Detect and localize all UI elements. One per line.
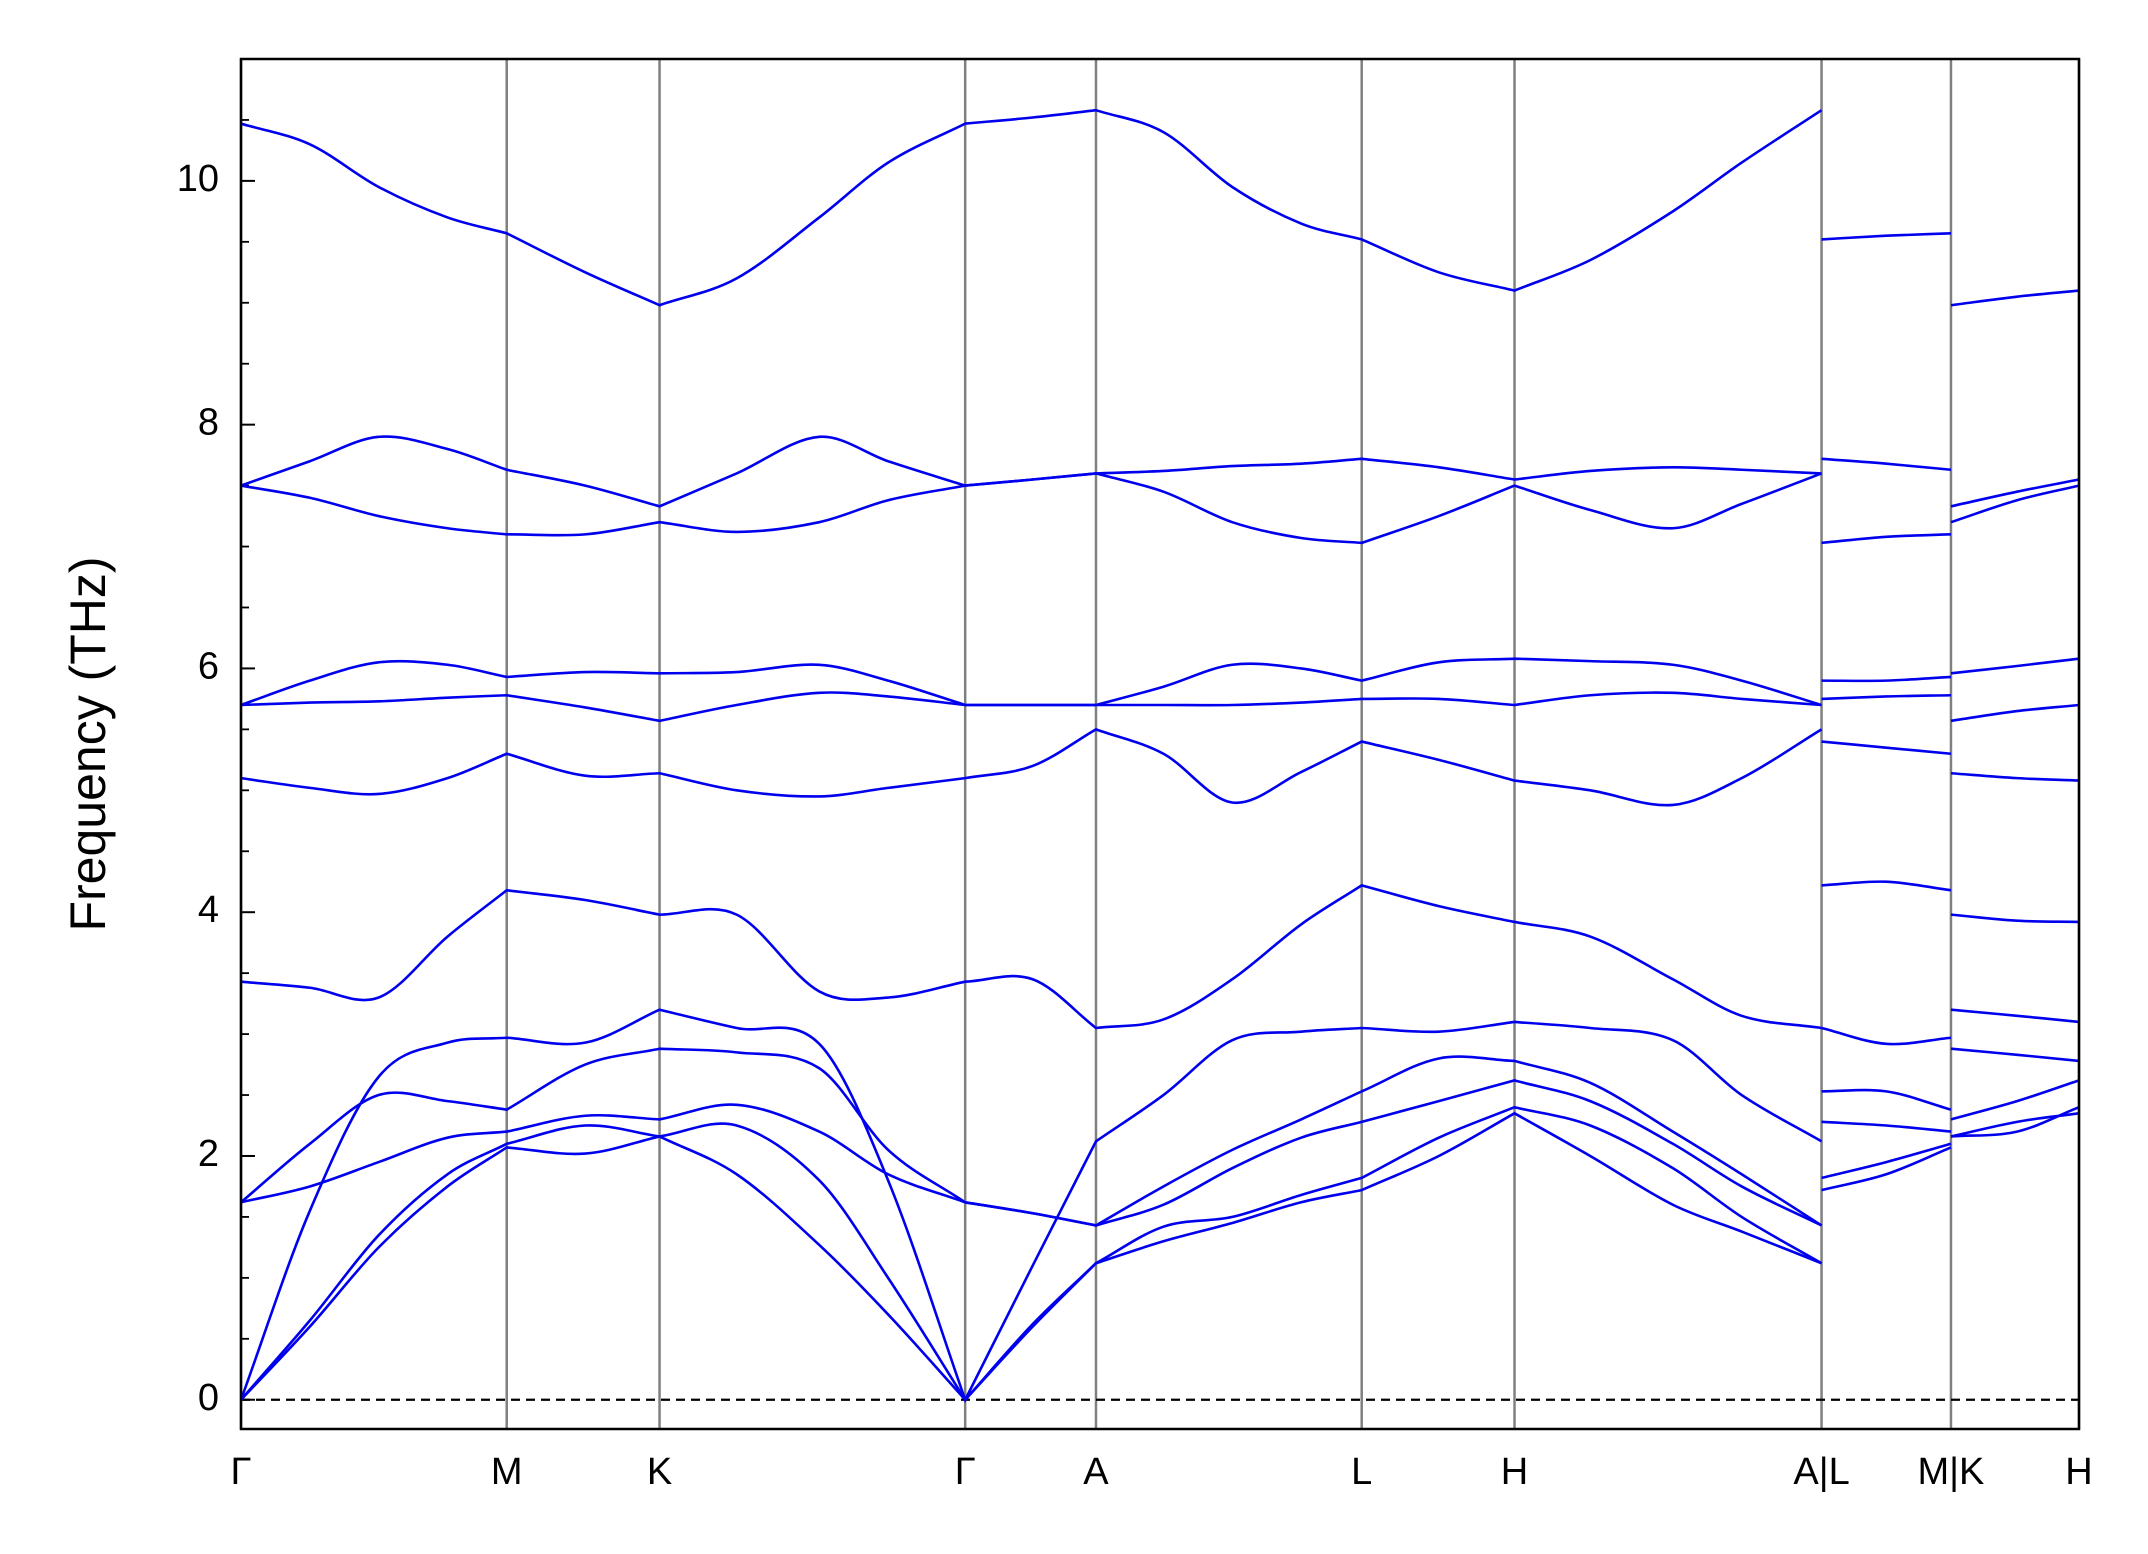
x-tick-label: Γ: [231, 1451, 252, 1493]
x-tick-label: A|L: [1793, 1451, 1849, 1493]
y-tick-label: 6: [198, 645, 219, 687]
x-tick-label: Γ: [955, 1451, 976, 1493]
band-line: [240, 1105, 2080, 1402]
band-line: [239, 1008, 2080, 1404]
y-tick-label: 10: [177, 158, 219, 200]
band-line: [240, 880, 2080, 1030]
band-line: [240, 1111, 2080, 1402]
y-tick-label: 8: [198, 402, 219, 444]
x-tick-label: M|K: [1918, 1451, 1985, 1493]
x-tick-label: H: [1501, 1451, 1528, 1493]
band-line: [240, 657, 2080, 707]
x-tick-label: H: [2065, 1451, 2092, 1493]
plot-frame: [239, 57, 2081, 1431]
band-line: [240, 472, 2080, 545]
y-tick-label: 0: [198, 1377, 219, 1419]
x-tick-label: A: [1083, 1451, 1109, 1493]
band-line: [240, 435, 2080, 508]
y-tick-label: 4: [198, 889, 219, 931]
x-tick-label: L: [1351, 1451, 1372, 1493]
x-tick-label: M: [491, 1451, 523, 1493]
y-axis-label: Frequency (THz): [60, 556, 116, 931]
x-tick-label: K: [647, 1451, 672, 1493]
band-line: [240, 108, 2080, 307]
band-line: [240, 727, 2080, 807]
y-tick-label: 2: [198, 1133, 219, 1175]
band-line: [240, 691, 2080, 723]
band-line: [240, 1047, 2080, 1227]
